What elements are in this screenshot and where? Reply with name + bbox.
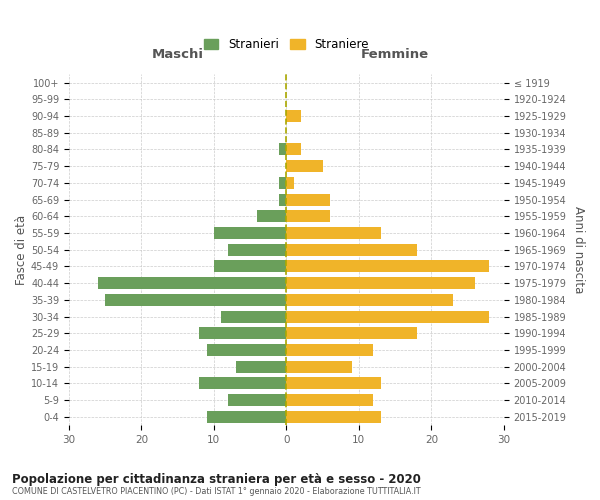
Bar <box>206 411 286 423</box>
Bar <box>105 294 286 306</box>
Text: COMUNE DI CASTELVETRO PIACENTINO (PC) - Dati ISTAT 1° gennaio 2020 - Elaborazion: COMUNE DI CASTELVETRO PIACENTINO (PC) - … <box>12 488 421 496</box>
Bar <box>279 144 286 156</box>
Bar <box>214 227 286 239</box>
Bar <box>286 194 330 205</box>
Bar <box>229 244 286 256</box>
Bar <box>236 360 286 373</box>
Bar <box>286 110 301 122</box>
Y-axis label: Anni di nascita: Anni di nascita <box>572 206 585 294</box>
Bar <box>199 328 286 340</box>
Bar <box>286 411 380 423</box>
Bar <box>286 210 330 222</box>
Legend: Stranieri, Straniere: Stranieri, Straniere <box>200 34 372 54</box>
Bar <box>286 244 417 256</box>
Bar <box>279 194 286 205</box>
Bar <box>286 294 453 306</box>
Bar <box>199 378 286 390</box>
Bar <box>279 177 286 189</box>
Bar <box>98 277 286 289</box>
Bar <box>286 360 352 373</box>
Bar <box>286 227 380 239</box>
Bar <box>206 344 286 356</box>
Bar <box>286 344 373 356</box>
Text: Maschi: Maschi <box>152 48 203 61</box>
Text: Femmine: Femmine <box>361 48 429 61</box>
Bar <box>286 177 293 189</box>
Bar <box>286 394 373 406</box>
Bar <box>229 394 286 406</box>
Text: Popolazione per cittadinanza straniera per età e sesso - 2020: Popolazione per cittadinanza straniera p… <box>12 472 421 486</box>
Bar <box>286 328 417 340</box>
Bar <box>257 210 286 222</box>
Bar <box>286 260 490 272</box>
Y-axis label: Fasce di età: Fasce di età <box>15 214 28 285</box>
Bar <box>286 144 301 156</box>
Bar <box>214 260 286 272</box>
Bar <box>286 160 323 172</box>
Bar <box>286 310 490 322</box>
Bar <box>286 378 380 390</box>
Bar <box>221 310 286 322</box>
Bar <box>286 277 475 289</box>
